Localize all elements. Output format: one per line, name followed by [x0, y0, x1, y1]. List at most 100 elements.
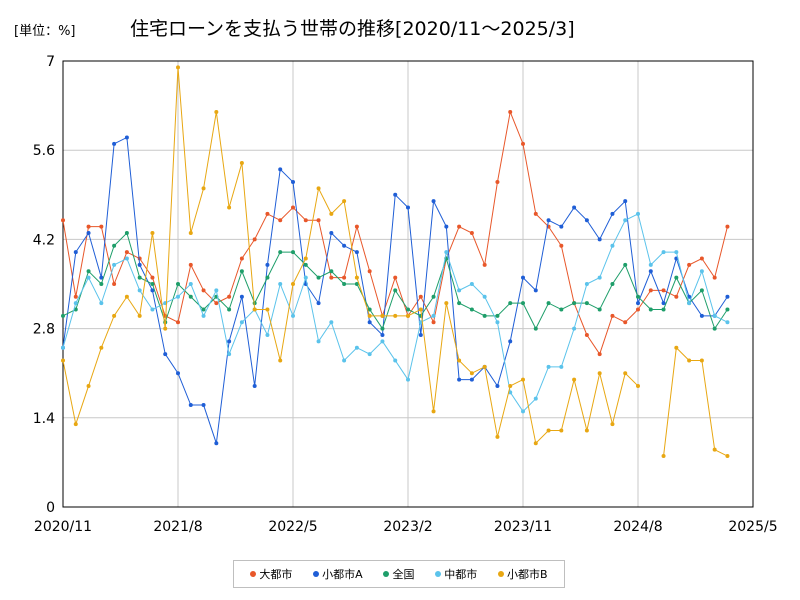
data-point — [124, 231, 129, 236]
data-point — [533, 326, 538, 331]
data-point — [712, 275, 717, 280]
y-tick-label: 5.6 — [33, 143, 55, 159]
data-point — [150, 231, 155, 236]
data-point — [597, 371, 602, 376]
data-point — [329, 231, 334, 236]
data-point — [303, 256, 308, 261]
data-point — [112, 262, 117, 267]
data-point — [623, 199, 628, 204]
data-point — [406, 205, 410, 210]
data-point — [610, 313, 615, 318]
data-point — [316, 275, 321, 280]
series-layer — [61, 65, 730, 459]
data-point — [610, 243, 615, 248]
data-point — [457, 224, 462, 229]
data-point — [661, 454, 666, 459]
data-point — [265, 275, 270, 280]
data-point — [112, 282, 117, 286]
data-point — [712, 447, 717, 452]
data-point — [533, 211, 538, 216]
data-point — [316, 186, 321, 191]
data-point — [380, 326, 385, 331]
data-point — [636, 383, 640, 388]
data-point — [418, 332, 423, 337]
data-point — [367, 352, 372, 357]
data-point — [725, 224, 730, 229]
data-point — [176, 371, 180, 376]
data-point — [303, 218, 308, 223]
data-point — [316, 301, 321, 306]
data-point — [201, 313, 206, 318]
data-point — [648, 307, 653, 312]
data-point — [674, 250, 679, 255]
data-point — [610, 422, 615, 427]
data-point — [431, 199, 436, 204]
series-3 — [61, 211, 730, 414]
legend-label-2: 全国 — [392, 568, 415, 581]
data-point — [597, 352, 602, 357]
data-point — [303, 275, 308, 280]
data-point — [699, 256, 704, 261]
data-point — [457, 377, 462, 382]
y-tick-label: 7 — [46, 54, 55, 70]
data-point — [725, 307, 730, 312]
data-point — [712, 313, 717, 318]
data-point — [176, 294, 180, 299]
data-point — [674, 345, 679, 350]
data-point — [239, 294, 244, 299]
data-point — [227, 294, 232, 299]
data-point — [725, 294, 730, 299]
data-point — [329, 269, 334, 274]
data-point — [329, 275, 334, 280]
data-point — [124, 256, 129, 261]
data-point — [597, 275, 602, 280]
data-point — [252, 383, 257, 388]
data-point — [61, 345, 65, 350]
data-point — [457, 358, 462, 363]
series-line-4 — [62, 67, 728, 457]
data-point — [201, 288, 206, 293]
data-point — [393, 313, 398, 318]
data-point — [444, 301, 449, 306]
data-point — [393, 288, 398, 293]
data-point — [546, 364, 551, 369]
data-point — [342, 243, 347, 248]
data-point — [265, 262, 270, 267]
data-point — [265, 307, 270, 312]
data-point — [380, 339, 385, 344]
data-point — [150, 307, 155, 312]
x-axis-tick-labels: 2020/11 2021/8 2022/5 2023/2 2023/11 2024/8 20… — [34, 519, 778, 535]
data-point — [176, 320, 180, 325]
legend-item-4: 小都市B — [498, 566, 548, 582]
data-point — [73, 294, 78, 299]
data-point — [623, 218, 628, 223]
data-point — [584, 332, 589, 337]
data-point — [278, 282, 283, 286]
data-point — [278, 218, 283, 223]
data-point — [137, 313, 142, 318]
data-point — [521, 301, 525, 306]
data-point — [687, 262, 692, 267]
data-point — [99, 301, 104, 306]
data-point — [99, 275, 104, 280]
data-point — [291, 250, 295, 255]
legend-swatch-4 — [498, 571, 505, 577]
x-tick-label: 2023/11 — [494, 519, 552, 535]
legend-item-1: 小都市A — [313, 566, 363, 582]
data-point — [239, 256, 244, 261]
data-point — [431, 409, 436, 414]
legend-item-3: 中都市 — [435, 566, 477, 582]
data-point — [559, 243, 564, 248]
data-point — [227, 205, 232, 210]
data-point — [214, 288, 219, 293]
data-point — [482, 313, 487, 318]
data-point — [597, 237, 602, 242]
data-point — [150, 275, 155, 280]
data-point — [572, 301, 577, 306]
data-point — [265, 332, 270, 337]
data-point — [482, 364, 487, 369]
data-point — [61, 313, 65, 318]
data-point — [342, 358, 347, 363]
data-point — [86, 383, 91, 388]
